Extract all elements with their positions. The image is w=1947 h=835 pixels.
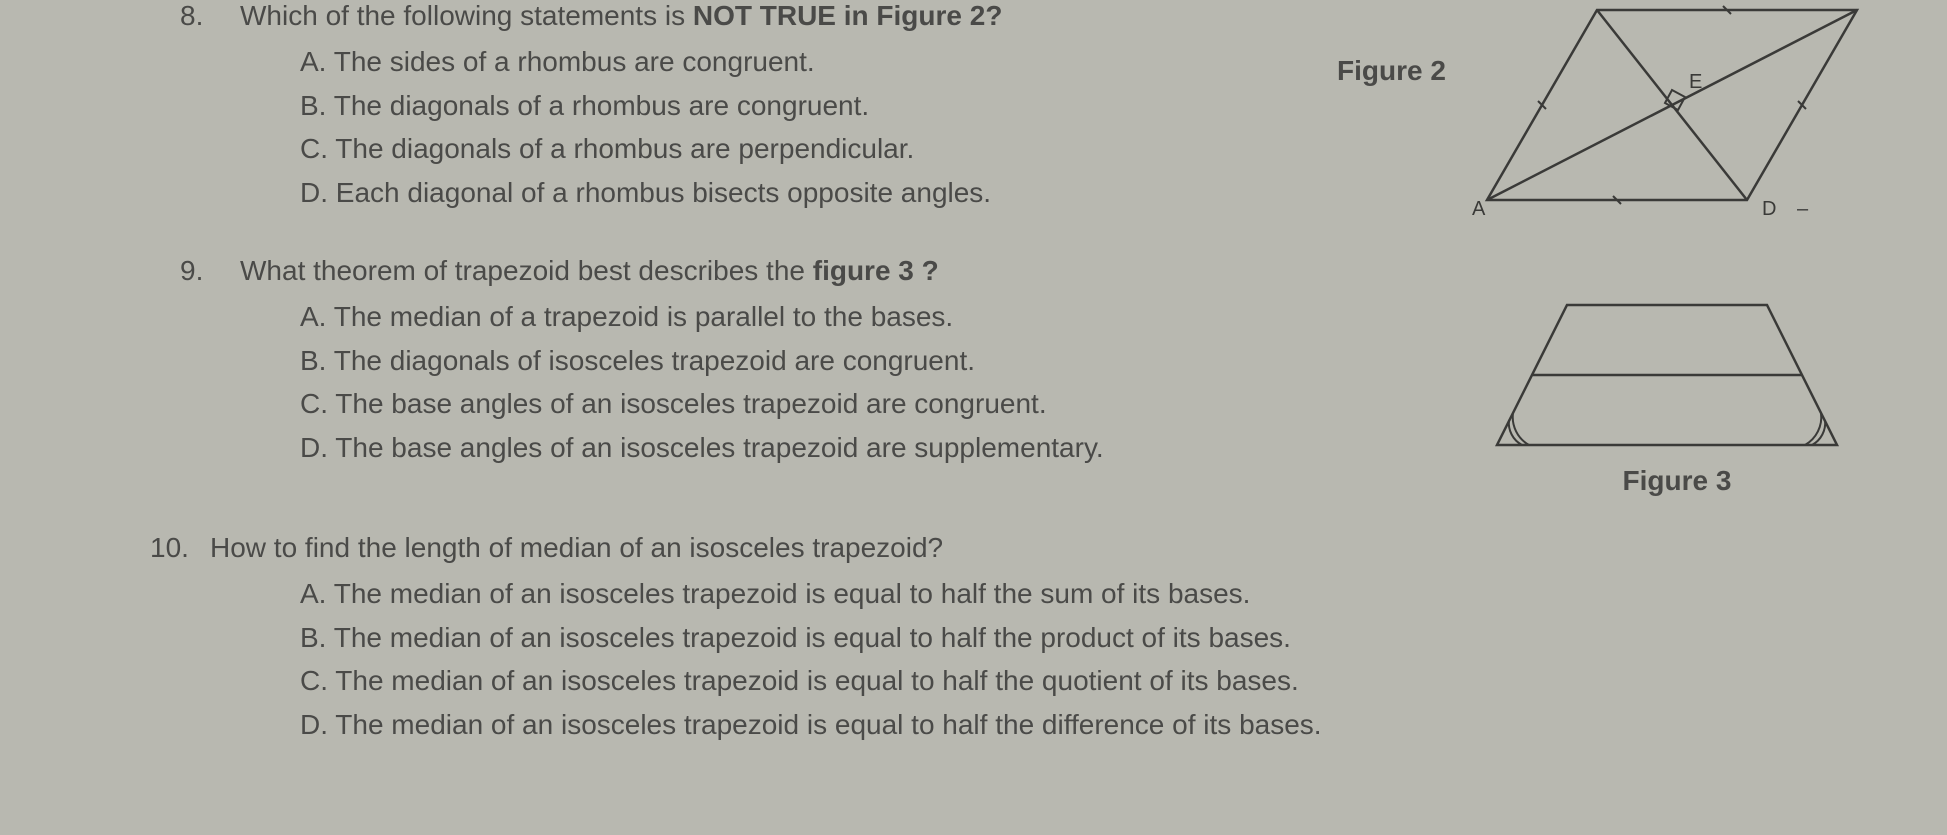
question-10-option-c: C. The median of an isosceles trapezoid … <box>300 661 1887 702</box>
svg-text:A: A <box>1472 198 1486 220</box>
svg-text:D: D <box>1762 198 1776 220</box>
figure-2-area: Figure 2 <box>1467 0 1887 220</box>
question-10-option-b: B. The median of an isosceles trapezoid … <box>300 618 1887 659</box>
figure-3-label: Figure 3 <box>1467 465 1887 497</box>
question-8-prompt: Which of the following statements is NOT… <box>240 0 1002 32</box>
question-10-prompt: How to find the length of median of an i… <box>210 532 943 564</box>
question-9-options: A. The median of a trapezoid is parallel… <box>180 297 1467 468</box>
question-10-option-d: D. The median of an isosceles trapezoid … <box>300 705 1887 746</box>
question-8-options: A. The sides of a rhombus are congruent.… <box>180 42 1467 213</box>
figure-2-label: Figure 2 <box>1337 55 1446 87</box>
figure-3-trapezoid <box>1467 285 1867 460</box>
question-10-number: 10. <box>150 532 210 564</box>
question-8-option-a: A. The sides of a rhombus are congruent. <box>300 42 1467 83</box>
question-9-prompt-bold: figure 3 ? <box>813 255 939 286</box>
question-8-option-d: D. Each diagonal of a rhombus bisects op… <box>300 173 1467 214</box>
question-9-option-b: B. The diagonals of isosceles trapezoid … <box>300 341 1467 382</box>
question-9-option-d: D. The base angles of an isosceles trape… <box>300 428 1467 469</box>
question-9-option-c: C. The base angles of an isosceles trape… <box>300 384 1467 425</box>
question-8-number: 8. <box>180 0 240 32</box>
question-8-prompt-row: 8. Which of the following statements is … <box>180 0 1467 32</box>
question-8-option-c: C. The diagonals of a rhombus are perpen… <box>300 129 1467 170</box>
svg-text:–: – <box>1797 198 1809 220</box>
question-9-prompt-prefix: What theorem of trapezoid best describes… <box>240 255 813 286</box>
question-8-option-b: B. The diagonals of a rhombus are congru… <box>300 86 1467 127</box>
figure-3-area: Figure 3 <box>1467 255 1887 497</box>
question-10-prompt-row: 10. How to find the length of median of … <box>150 532 1887 564</box>
question-9-prompt: What theorem of trapezoid best describes… <box>240 255 939 287</box>
question-9: 9. What theorem of trapezoid best descri… <box>180 255 1887 497</box>
figure-2-rhombus: A B D E – <box>1467 0 1877 220</box>
question-9-number: 9. <box>180 255 240 287</box>
question-8-content: 8. Which of the following statements is … <box>180 0 1467 216</box>
question-10: 10. How to find the length of median of … <box>150 532 1887 745</box>
question-9-option-a: A. The median of a trapezoid is parallel… <box>300 297 1467 338</box>
question-9-content: 9. What theorem of trapezoid best descri… <box>180 255 1467 471</box>
question-8-prompt-bold: NOT TRUE in Figure 2? <box>693 0 1003 31</box>
svg-text:E: E <box>1689 71 1702 93</box>
question-8-prompt-prefix: Which of the following statements is <box>240 0 693 31</box>
question-10-option-a: A. The median of an isosceles trapezoid … <box>300 574 1887 615</box>
question-9-prompt-row: 9. What theorem of trapezoid best descri… <box>180 255 1467 287</box>
question-8: 8. Which of the following statements is … <box>180 0 1887 220</box>
question-10-options: A. The median of an isosceles trapezoid … <box>150 574 1887 745</box>
